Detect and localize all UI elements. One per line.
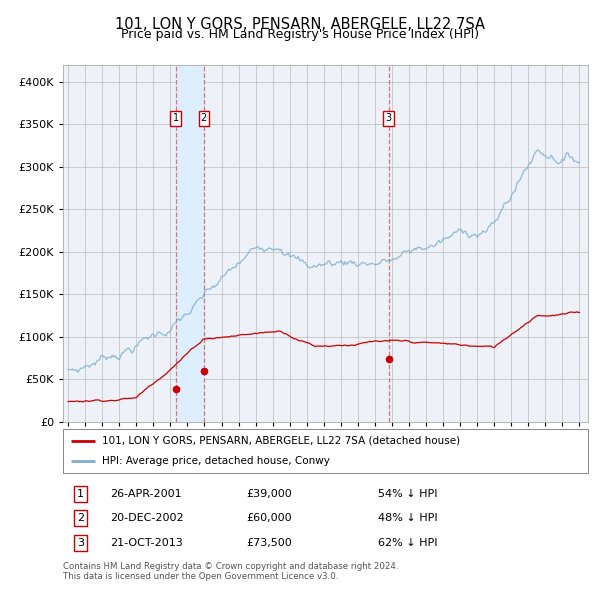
Text: 54% ↓ HPI: 54% ↓ HPI bbox=[378, 489, 437, 499]
Text: 2: 2 bbox=[200, 113, 207, 123]
Text: 21-OCT-2013: 21-OCT-2013 bbox=[110, 538, 183, 548]
Text: Price paid vs. HM Land Registry's House Price Index (HPI): Price paid vs. HM Land Registry's House … bbox=[121, 28, 479, 41]
Text: 2: 2 bbox=[77, 513, 84, 523]
Text: 48% ↓ HPI: 48% ↓ HPI bbox=[378, 513, 437, 523]
Text: 101, LON Y GORS, PENSARN, ABERGELE, LL22 7SA (detached house): 101, LON Y GORS, PENSARN, ABERGELE, LL22… bbox=[103, 436, 461, 446]
Text: 26-APR-2001: 26-APR-2001 bbox=[110, 489, 182, 499]
Text: 1: 1 bbox=[173, 113, 179, 123]
Text: 62% ↓ HPI: 62% ↓ HPI bbox=[378, 538, 437, 548]
Text: HPI: Average price, detached house, Conwy: HPI: Average price, detached house, Conw… bbox=[103, 456, 330, 466]
Bar bbox=[176, 65, 204, 422]
Text: 101, LON Y GORS, PENSARN, ABERGELE, LL22 7SA: 101, LON Y GORS, PENSARN, ABERGELE, LL22… bbox=[115, 17, 485, 31]
Text: 3: 3 bbox=[386, 113, 392, 123]
Text: £39,000: £39,000 bbox=[247, 489, 293, 499]
Text: 3: 3 bbox=[77, 538, 84, 548]
Text: 20-DEC-2002: 20-DEC-2002 bbox=[110, 513, 184, 523]
Text: £60,000: £60,000 bbox=[247, 513, 292, 523]
Text: £73,500: £73,500 bbox=[247, 538, 293, 548]
Text: This data is licensed under the Open Government Licence v3.0.: This data is licensed under the Open Gov… bbox=[63, 572, 338, 581]
Text: Contains HM Land Registry data © Crown copyright and database right 2024.: Contains HM Land Registry data © Crown c… bbox=[63, 562, 398, 571]
Text: 1: 1 bbox=[77, 489, 84, 499]
